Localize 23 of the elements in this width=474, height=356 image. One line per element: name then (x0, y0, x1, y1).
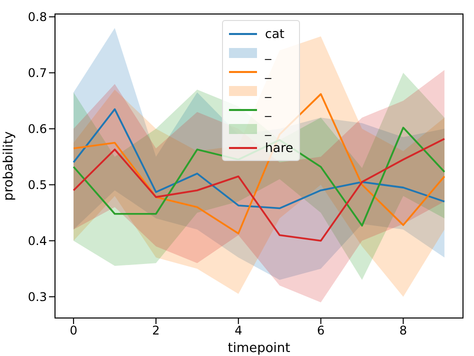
y-tick-label: 0.8 (28, 10, 47, 24)
legend-label: _ (265, 102, 272, 117)
x-tick-label: 8 (399, 324, 408, 338)
y-tick-label: 0.4 (28, 234, 47, 248)
y-tick-label: 0.5 (28, 178, 47, 192)
annotation: _ (265, 121, 272, 136)
y-tick-label: 0.3 (28, 290, 47, 304)
x-tick-label: 6 (317, 324, 325, 338)
y-tick-label: 0.6 (28, 122, 47, 136)
y-axis-title: probability (2, 131, 17, 201)
line-series (72, 93, 446, 234)
annotation: _ (265, 83, 272, 98)
x-tick-label: 0 (70, 324, 78, 338)
x-axis-title: timepoint (228, 341, 290, 356)
legend-label: _ (265, 64, 272, 79)
legend-label: cat (265, 26, 284, 41)
x-tick-label: 4 (234, 324, 242, 338)
y-tick-label: 0.7 (28, 66, 47, 80)
x-tick-label: 2 (152, 324, 160, 338)
line-series (72, 138, 446, 242)
line-series (72, 108, 446, 210)
legend-label: hare (265, 140, 294, 155)
annotation: _ (265, 45, 272, 60)
